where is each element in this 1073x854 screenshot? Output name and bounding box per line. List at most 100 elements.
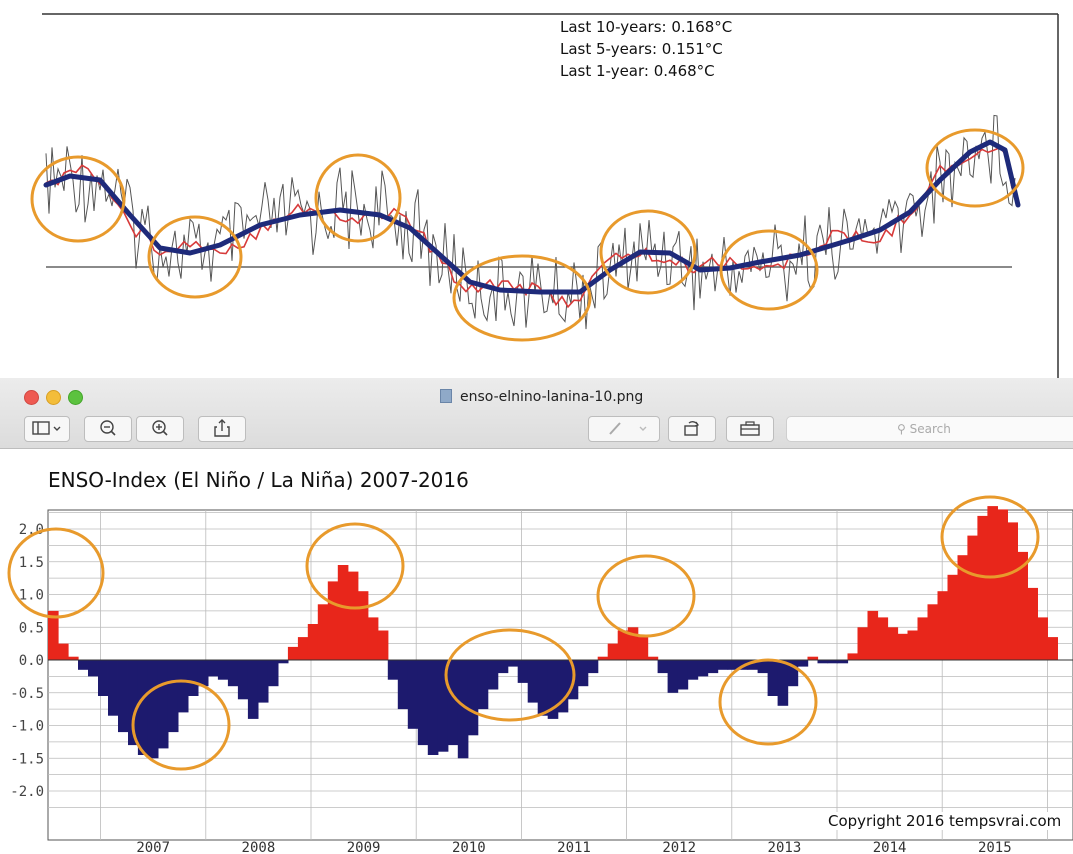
enso-bar [587,660,599,674]
highlight-circle [305,522,405,610]
highlight-circle [314,153,402,243]
bars [48,506,1058,759]
upper-chart-canvas [30,13,1059,378]
y-tick-label: 2.0 [19,522,44,538]
enso-bar [447,660,459,746]
y-tick-label: 0.5 [19,620,44,636]
enso-bar [787,660,799,687]
zoom-in-button[interactable] [136,416,184,442]
enso-bar [377,630,389,660]
chart-title: ENSO-Index (El Niño / La Niña) 2007-2016 [48,468,469,492]
enso-bar [237,660,249,700]
share-icon [214,419,230,437]
enso-bar [897,633,909,660]
x-tick-label: 2010 [452,840,486,854]
search-input[interactable]: ⚲ Search [786,416,1073,442]
enso-bar [98,660,109,696]
enso-bar [157,660,169,749]
enso-bar [807,656,819,660]
enso-bar [1027,587,1038,660]
enso-bar [347,571,359,660]
enso-bar [227,660,239,687]
enso-bar [387,660,399,680]
highlight-circle [596,554,696,638]
toolbox-button[interactable] [726,416,774,442]
enso-bar [497,660,509,674]
enso-bar [657,660,669,674]
enso-bar [527,660,539,703]
enso-bar [777,660,789,706]
y-axis-ticks: 2.0 1.5 1.0 0.5 0.0 -0.5 -1.0 -1.5 -2.0 [10,522,44,800]
y-tick-label: 1.0 [19,588,44,604]
enso-chart-canvas: 2.0 1.5 1.0 0.5 0.0 -0.5 -1.0 -1.5 -2.0 2007 2008 2… [7,495,1073,854]
enso-bar [597,656,609,660]
enso-bar [727,660,739,670]
enso-bar [78,660,89,670]
enso-bar [927,604,939,660]
enso-bar [257,660,269,703]
enso-bar [287,646,299,660]
y-tick-label: -1.5 [10,751,44,767]
smoothed-trend-line [43,139,1021,295]
close-window-button[interactable] [24,390,39,405]
enso-bar [137,660,149,755]
enso-bar [357,591,369,660]
x-tick-label: 2007 [136,840,170,854]
enso-bar [397,660,409,710]
stat-line: Last 1-year: 0.468°C [560,62,715,80]
zoom-out-button[interactable] [84,416,132,442]
enso-bar [537,660,549,716]
x-tick-label: 2014 [873,840,907,854]
file-icon [440,389,452,403]
rotate-button[interactable] [668,416,716,442]
enso-bar [707,660,719,674]
enso-bar [977,515,988,660]
x-tick-label: 2012 [662,840,696,854]
running-mean-line [45,146,1013,309]
highlight-circle [599,209,697,295]
enso-bar [937,591,949,660]
enso-bar [457,660,469,759]
highlight-circle [7,527,105,619]
enso-bar [48,610,59,660]
enso-bar [317,604,329,660]
enso-bar [967,535,978,660]
enso-bar [147,660,159,759]
x-tick-label: 2015 [978,840,1012,854]
window-titlebar: enso-elnino-lanina-10.png [0,378,1073,449]
enso-bar [297,637,309,660]
pen-icon [609,422,647,435]
search-icon: ⚲ [897,422,906,436]
x-tick-label: 2009 [347,840,381,854]
x-tick-label: 2013 [768,840,802,854]
zoom-window-button[interactable] [68,390,83,405]
grid-lines [48,510,1073,840]
enso-bar [88,660,99,677]
minimize-window-button[interactable] [46,390,61,405]
enso-bar [757,660,769,674]
share-button[interactable] [198,416,246,442]
enso-bar [907,630,919,660]
enso-bar [427,660,439,755]
enso-bar [917,617,929,660]
y-tick-label: -0.5 [10,686,44,702]
enso-bar [207,660,219,677]
markup-button[interactable] [588,416,660,442]
enso-bar [817,660,829,664]
enso-bar [857,627,869,661]
enso-bar [337,565,349,660]
window-title: enso-elnino-lanina-10.png [440,389,643,405]
enso-bar [577,660,589,687]
enso-bar [437,660,449,752]
enso-chart: 2.0 1.5 1.0 0.5 0.0 -0.5 -1.0 -1.5 -2.0 2007 2008 2… [0,450,1073,854]
highlight-circle [444,628,576,722]
enso-bar [367,617,379,660]
sidebar-toggle-button[interactable] [24,416,70,442]
enso-bar [877,617,889,660]
enso-bar [267,660,279,687]
enso-bar [627,627,639,661]
enso-bar [837,660,849,664]
y-tick-label: 0.0 [19,653,44,669]
y-tick-label: 1.5 [19,555,44,571]
enso-bar [517,660,529,683]
